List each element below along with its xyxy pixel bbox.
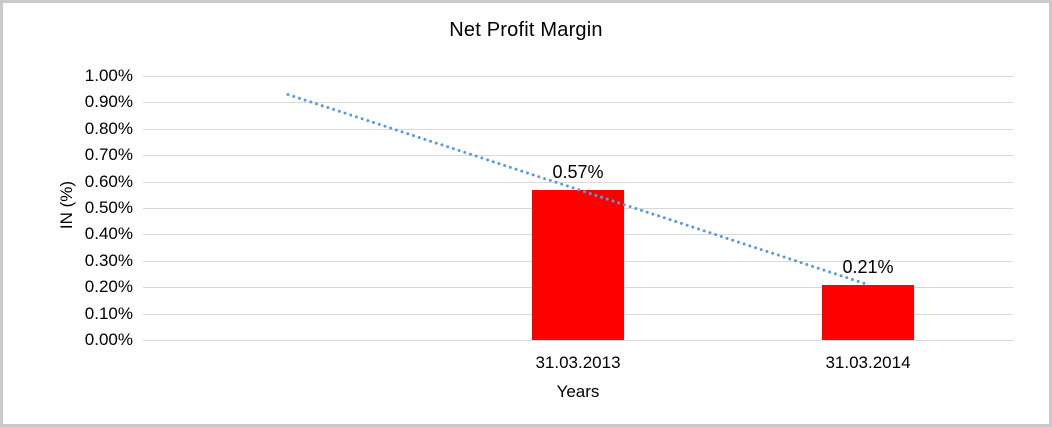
- y-tick-label: 0.60%: [84, 171, 133, 191]
- chart-title: Net Profit Margin: [449, 19, 603, 41]
- data-label: 0.21%: [842, 256, 894, 277]
- y-tick-label: 0.40%: [84, 224, 133, 244]
- y-tick-label: 0.00%: [84, 330, 133, 349]
- gridline: [143, 340, 1013, 341]
- plot-area: 0.57% 0.21%: [143, 76, 1013, 341]
- data-label: 0.57%: [552, 161, 604, 182]
- y-tick-label: 0.30%: [84, 250, 133, 270]
- gridline: [143, 128, 1013, 130]
- gridline: [143, 102, 1013, 104]
- x-tick-label: 31.03.2014: [825, 353, 911, 372]
- trendline-path: [286, 92, 870, 287]
- bar: [822, 284, 914, 340]
- x-tick-label: 31.03.2013: [535, 353, 621, 372]
- gridline: [143, 76, 1013, 77]
- trendline: [286, 92, 870, 287]
- y-tick-label: 1.00%: [84, 66, 133, 85]
- bar: [532, 189, 624, 340]
- y-tick-label: 0.90%: [84, 92, 133, 112]
- gridline: [143, 155, 1013, 157]
- y-tick-label: 0.80%: [84, 118, 133, 138]
- y-tick-label: 0.20%: [84, 277, 133, 297]
- gridline: [143, 181, 1013, 183]
- y-tick-label: 0.10%: [84, 303, 133, 323]
- y-tick-label: 0.70%: [84, 145, 133, 165]
- x-axis-title: Years: [556, 382, 600, 401]
- y-tick-label: 0.50%: [84, 198, 133, 217]
